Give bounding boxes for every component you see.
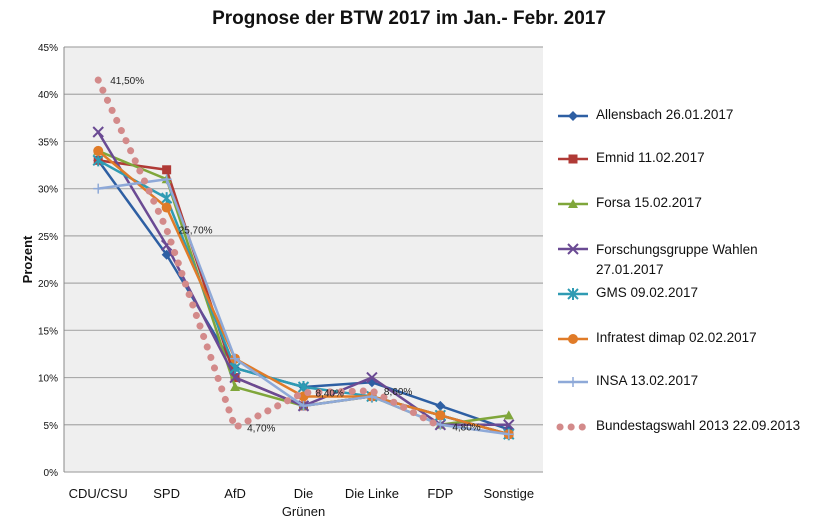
y-axis-label: Prozent <box>20 235 35 283</box>
data-point <box>230 382 241 391</box>
legend-label: INSA 13.02.2017 <box>596 373 699 388</box>
legend-marker <box>568 334 578 344</box>
legend-swatch <box>558 334 588 344</box>
legend-item: Forschungsgruppe Wahlen 27.01.2017 <box>556 240 758 280</box>
legend-marker <box>567 288 579 300</box>
legend-marker <box>567 243 579 255</box>
y-tick-label: 10% <box>38 374 58 385</box>
data-label: 41,50% <box>110 76 144 87</box>
data-point <box>503 410 514 420</box>
data-label: 8,40% <box>316 389 344 400</box>
legend-swatch <box>556 423 590 431</box>
x-tick-label: Grünen <box>282 504 325 519</box>
x-tick-label: Die Linke <box>345 486 399 501</box>
x-tick-label: Die <box>294 486 314 501</box>
legend-marker <box>568 377 578 387</box>
legend-marker <box>568 154 578 164</box>
legend-item: Allensbach 26.01.2017 <box>556 107 733 123</box>
data-point <box>298 400 309 411</box>
legend-label: Allensbach 26.01.2017 <box>596 107 734 122</box>
legend-label-line: Forschungsgruppe Wahlen <box>596 242 758 257</box>
legend-label: Forschungsgruppe Wahlen 27.01.2017 <box>596 240 758 280</box>
series-line <box>94 76 444 433</box>
data-point <box>93 145 104 156</box>
legend-label: Forsa 15.02.2017 <box>596 195 702 210</box>
data-point <box>93 183 104 194</box>
data-point <box>503 419 515 431</box>
x-tick-label: SPD <box>153 486 180 501</box>
data-point <box>230 353 241 364</box>
legend-item: Bundestagswahl 2013 22.09.2013 <box>556 418 800 434</box>
y-tick-label: 30% <box>38 185 58 196</box>
legend-item: GMS 09.02.2017 <box>556 285 698 301</box>
legend-marker <box>568 111 578 121</box>
legend-swatch <box>558 154 588 164</box>
x-tick-label: AfD <box>224 486 246 501</box>
data-point <box>229 362 241 375</box>
series-7: 41,50% 25,70% 4,70% 8,40% 8,60% 4,80% <box>94 76 481 435</box>
legend-swatch <box>558 243 588 255</box>
y-tick-label: 25% <box>38 232 58 243</box>
y-tick-label: 15% <box>38 326 58 337</box>
data-point <box>435 410 446 421</box>
data-point <box>161 174 172 185</box>
legend-item: Forsa 15.02.2017 <box>556 195 702 211</box>
data-point <box>162 165 172 175</box>
legend-swatch <box>558 288 588 300</box>
legend-item: Emnid 11.02.2017 <box>556 150 705 166</box>
y-tick-label: 5% <box>44 421 59 432</box>
chart-title: Prognose der BTW 2017 im Jan.- Febr. 201… <box>212 8 606 29</box>
data-label: 4,80% <box>452 423 480 434</box>
x-tick-label: FDP <box>427 486 453 501</box>
legend-label: Infratest dimap 02.02.2017 <box>596 330 757 345</box>
y-tick-label: 40% <box>38 90 58 101</box>
x-tick-label: Sonstige <box>483 486 534 501</box>
y-tick-label: 20% <box>38 279 58 290</box>
data-point <box>160 192 173 205</box>
data-point <box>366 371 378 384</box>
series-6 <box>93 174 514 440</box>
y-tick-label: 0% <box>44 468 59 479</box>
legend-swatch <box>558 199 588 208</box>
y-tick-label: 45% <box>38 43 58 54</box>
legend-label-line: 27.01.2017 <box>596 262 664 277</box>
legend-item: Infratest dimap 02.02.2017 <box>556 330 757 346</box>
data-point <box>92 126 104 138</box>
legend-label: GMS 09.02.2017 <box>596 285 699 300</box>
data-point <box>435 419 446 430</box>
data-label: 4,70% <box>247 424 275 435</box>
y-tick-label: 35% <box>38 137 58 148</box>
data-point <box>435 400 446 411</box>
data-label: 25,70% <box>179 225 213 236</box>
x-tick-label: CDU/CSU <box>69 486 128 501</box>
data-point <box>503 429 514 440</box>
legend-marker <box>568 199 578 208</box>
data-point <box>161 202 172 213</box>
legend-item: INSA 13.02.2017 <box>556 373 698 389</box>
data-label: 8,60% <box>384 387 412 398</box>
legend-label: Emnid 11.02.2017 <box>596 150 705 165</box>
legend-label: Bundestagswahl 2013 22.09.2013 <box>596 418 801 433</box>
legend-swatch <box>558 377 588 387</box>
legend-swatch <box>558 111 588 121</box>
data-point <box>229 371 241 384</box>
data-point <box>92 154 104 167</box>
